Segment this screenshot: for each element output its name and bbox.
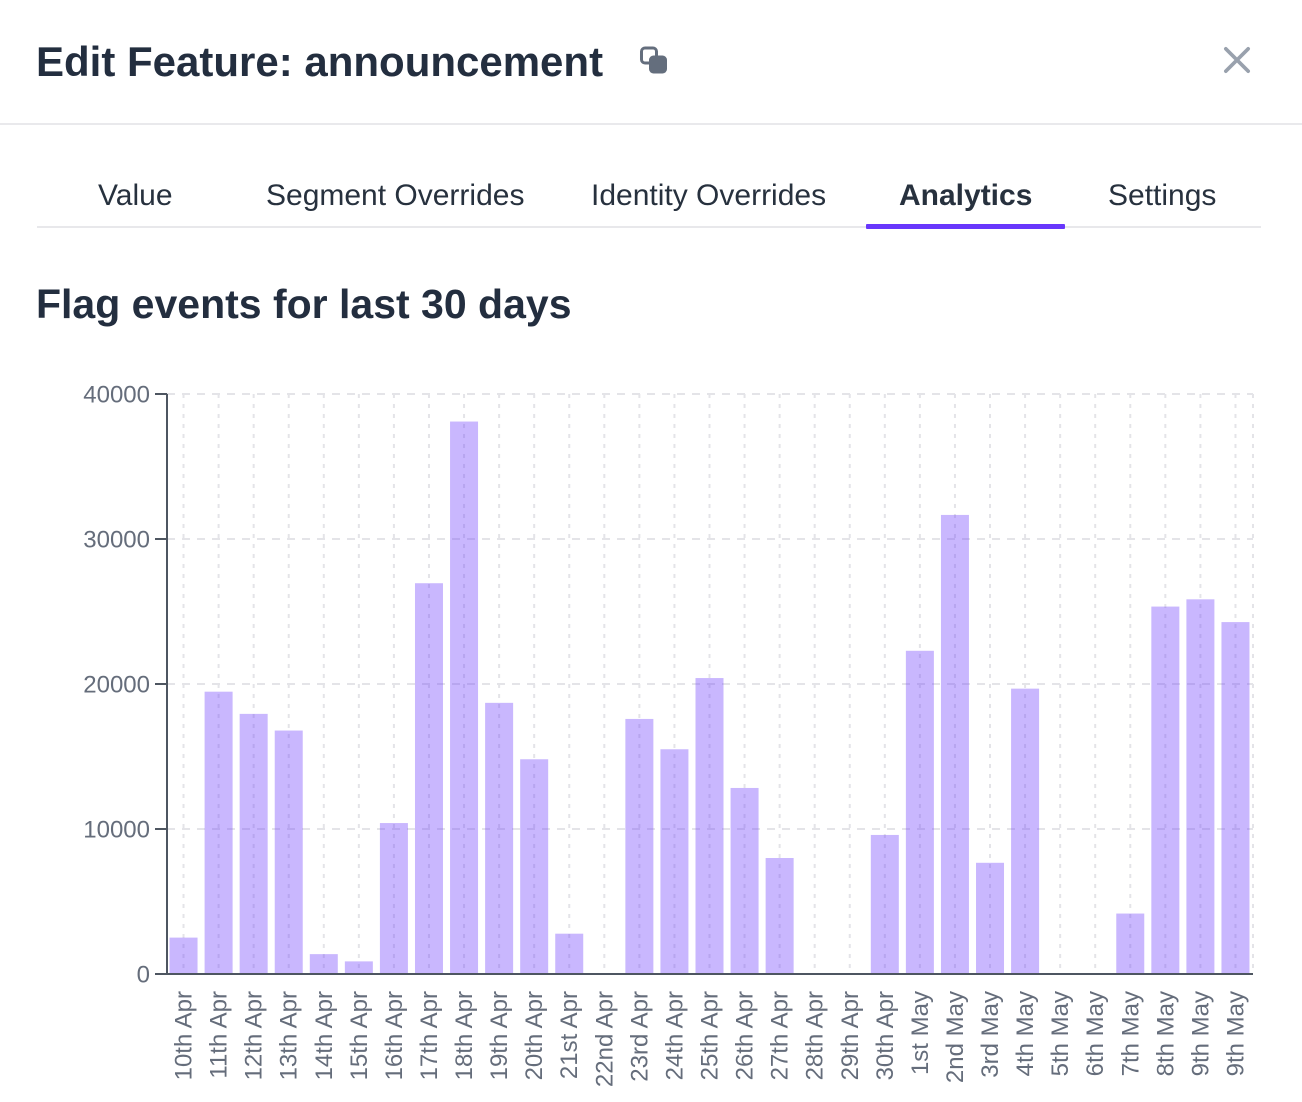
- svg-text:23rd Apr: 23rd Apr: [626, 991, 653, 1082]
- tab-analytics[interactable]: Analytics: [866, 152, 1066, 229]
- bar-30th Apr[interactable]: [870, 834, 899, 974]
- svg-text:19th Apr: 19th Apr: [486, 991, 513, 1080]
- copy-feature-name-button[interactable]: [637, 45, 668, 76]
- bar-25th Apr[interactable]: [695, 678, 724, 974]
- tab-bar: Value Segment Overrides Identity Overrid…: [37, 152, 1261, 229]
- svg-text:12th Apr: 12th Apr: [241, 991, 268, 1080]
- bar-24th Apr[interactable]: [660, 749, 689, 974]
- svg-text:27th Apr: 27th Apr: [767, 991, 794, 1080]
- bar-8th May[interactable]: [1151, 606, 1180, 974]
- svg-text:0: 0: [137, 962, 150, 989]
- svg-text:4th May: 4th May: [1012, 991, 1039, 1076]
- close-modal-button[interactable]: [1223, 46, 1251, 74]
- tab-segment-overrides[interactable]: Segment Overrides: [266, 179, 525, 212]
- svg-text:6th May: 6th May: [1082, 991, 1109, 1076]
- bar-11th Apr[interactable]: [204, 691, 233, 974]
- svg-text:17th Apr: 17th Apr: [416, 991, 443, 1080]
- svg-text:20th Apr: 20th Apr: [521, 991, 548, 1080]
- bar-7th May[interactable]: [1116, 913, 1145, 974]
- svg-text:18th Apr: 18th Apr: [451, 991, 478, 1080]
- bar-9th May[interactable]: [1186, 599, 1215, 974]
- bar-chart-svg: 0 10000 20000 30000 40000 10th Apr 11th Apr 12t…: [83, 382, 1254, 1087]
- bar-16th Apr[interactable]: [379, 823, 408, 974]
- copy-icon: [640, 46, 667, 74]
- svg-text:11th Apr: 11th Apr: [206, 991, 233, 1079]
- bar-9th May[interactable]: [1221, 622, 1250, 974]
- svg-text:24th Apr: 24th Apr: [661, 991, 688, 1080]
- svg-text:3rd May: 3rd May: [977, 991, 1004, 1078]
- bar-3rd May[interactable]: [976, 862, 1005, 974]
- bar-1st May[interactable]: [905, 650, 934, 974]
- svg-text:21st Apr: 21st Apr: [556, 991, 583, 1079]
- chart-title: Flag events for last 30 days: [36, 281, 572, 327]
- bar-27th Apr[interactable]: [765, 858, 794, 974]
- bar-13th Apr[interactable]: [274, 730, 303, 974]
- bar-23rd Apr[interactable]: [625, 718, 654, 974]
- tab-settings[interactable]: Settings: [1108, 179, 1217, 212]
- svg-text:16th Apr: 16th Apr: [381, 991, 408, 1080]
- svg-text:13th Apr: 13th Apr: [276, 991, 303, 1080]
- svg-text:9th May: 9th May: [1222, 991, 1249, 1076]
- svg-text:1st May: 1st May: [907, 991, 934, 1075]
- svg-text:8th May: 8th May: [1152, 991, 1179, 1076]
- bar-4th May[interactable]: [1011, 688, 1040, 974]
- header-divider: [0, 123, 1302, 125]
- svg-text:28th Apr: 28th Apr: [802, 991, 829, 1080]
- bar-18th Apr[interactable]: [450, 421, 479, 974]
- tab-value[interactable]: Value: [98, 179, 173, 212]
- bar-26th Apr[interactable]: [730, 787, 759, 974]
- svg-text:9th May: 9th May: [1187, 991, 1214, 1076]
- svg-text:25th Apr: 25th Apr: [697, 991, 724, 1080]
- close-icon: [1224, 47, 1250, 73]
- bar-2nd May[interactable]: [940, 514, 969, 974]
- modal-title: Edit Feature: announcement: [36, 38, 604, 85]
- bar-14th Apr[interactable]: [309, 954, 338, 974]
- svg-text:26th Apr: 26th Apr: [732, 991, 759, 1080]
- bar-21st Apr[interactable]: [555, 933, 584, 974]
- bar-20th Apr[interactable]: [520, 759, 549, 974]
- svg-text:29th Apr: 29th Apr: [837, 991, 864, 1080]
- svg-text:14th Apr: 14th Apr: [311, 991, 338, 1080]
- svg-text:10000: 10000: [83, 817, 150, 844]
- bar-19th Apr[interactable]: [485, 702, 514, 974]
- svg-text:20000: 20000: [83, 672, 150, 699]
- svg-text:5th May: 5th May: [1047, 991, 1074, 1076]
- bar-12th Apr[interactable]: [239, 713, 268, 974]
- svg-text:15th Apr: 15th Apr: [346, 991, 373, 1080]
- svg-text:22nd Apr: 22nd Apr: [591, 991, 618, 1087]
- bar-17th Apr[interactable]: [414, 583, 443, 974]
- svg-text:30000: 30000: [83, 527, 150, 554]
- svg-text:30th Apr: 30th Apr: [872, 991, 899, 1080]
- bar-15th Apr[interactable]: [344, 961, 373, 974]
- svg-text:2nd May: 2nd May: [942, 991, 969, 1083]
- svg-text:40000: 40000: [83, 382, 150, 409]
- svg-text:10th Apr: 10th Apr: [171, 991, 198, 1080]
- flag-events-bar-chart: 0 10000 20000 30000 40000 10th Apr 11th Apr 12t…: [0, 370, 1302, 1102]
- modal-header: Edit Feature: announcement: [0, 0, 1302, 125]
- tab-identity-overrides[interactable]: Identity Overrides: [591, 179, 827, 212]
- bar-10th Apr[interactable]: [169, 937, 198, 974]
- svg-text:7th May: 7th May: [1117, 991, 1144, 1076]
